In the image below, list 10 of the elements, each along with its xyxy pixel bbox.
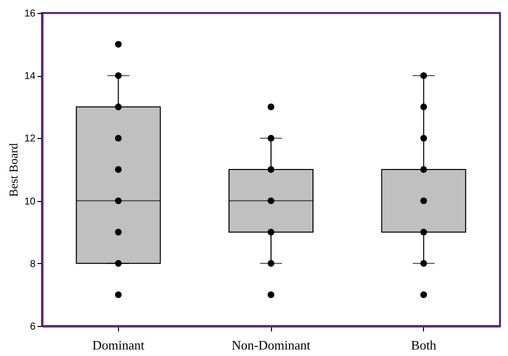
y-tick-label: 6 [30, 322, 36, 332]
x-tick-label: Dominant [92, 338, 145, 352]
x-tick-label: Both [411, 338, 437, 352]
y-tick-label: 14 [24, 71, 36, 82]
y-axis-title: Best Board [6, 143, 20, 197]
y-tick-label: 10 [24, 196, 36, 208]
y-tick-label: 12 [24, 134, 36, 145]
y-tick-label: 8 [30, 258, 36, 270]
y-tick-label: 16 [24, 8, 36, 20]
x-tick-label: Non-Dominant [232, 338, 311, 352]
